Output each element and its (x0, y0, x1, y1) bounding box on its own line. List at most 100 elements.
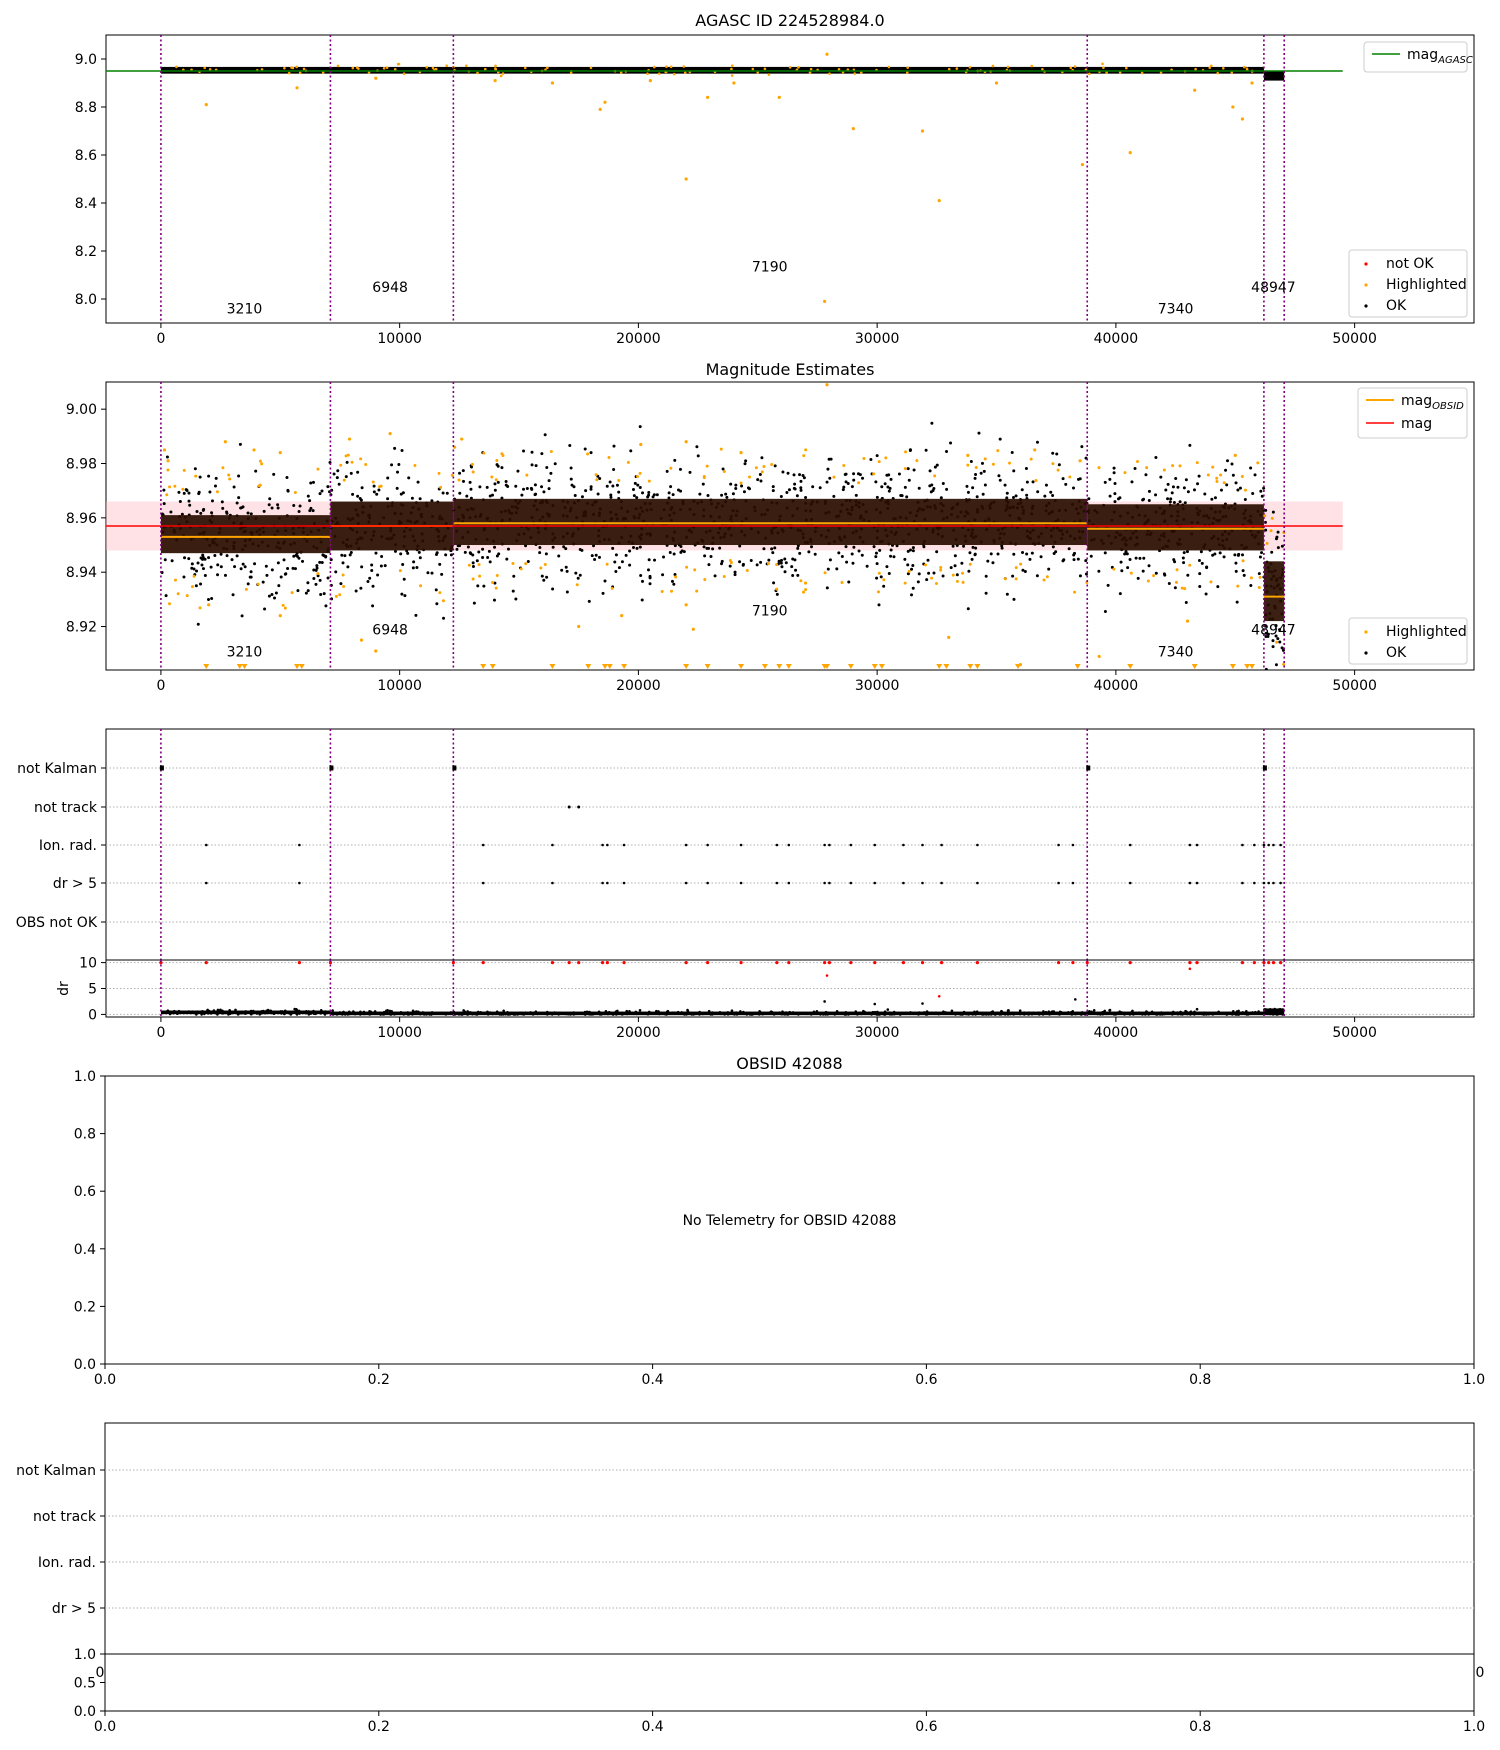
highlighted-point (665, 65, 668, 69)
highlighted-point (905, 71, 909, 74)
ok-point (493, 482, 497, 486)
ok-point (315, 566, 319, 570)
ok-point (207, 598, 211, 602)
ok-point (411, 1009, 415, 1013)
highlighted-point (1078, 459, 1082, 463)
ok-point (611, 484, 615, 488)
ok-point (720, 559, 724, 563)
ion-rad-mark (873, 843, 877, 847)
ok-point (1183, 501, 1187, 505)
highlighted-point (994, 81, 999, 85)
ok-point (673, 458, 677, 462)
highlighted-point (438, 591, 442, 595)
ok-point (196, 561, 200, 565)
legend-label-ok: OK (1386, 645, 1407, 661)
ok-point (1260, 551, 1264, 555)
x-tick-label: 0.6 (915, 1719, 937, 1735)
highlighted-point (961, 580, 965, 584)
ok-point (380, 555, 384, 559)
ok-point (272, 472, 276, 476)
ok-point (997, 474, 1001, 478)
highlighted-point (393, 68, 397, 71)
not-kalman-mark (452, 765, 457, 771)
highlighted-point (797, 66, 800, 69)
clipped-low-marker (871, 664, 878, 669)
highlighted-point (1014, 566, 1018, 570)
ok-point (312, 576, 316, 580)
x-tick-label: 10000 (377, 331, 422, 347)
ok-point (1200, 561, 1204, 565)
ok-point (401, 563, 405, 567)
clipped-low-marker (236, 664, 243, 669)
ok-point (185, 489, 189, 493)
ok-point (1203, 492, 1207, 496)
ok-point (210, 511, 214, 515)
x-tick-label: 40000 (1094, 678, 1139, 694)
ok-point (905, 495, 909, 499)
ok-point (1012, 469, 1016, 473)
highlighted-point (1180, 586, 1184, 590)
ok-point (640, 579, 644, 583)
ok-point (734, 487, 738, 491)
obsid-band (1263, 561, 1285, 622)
ok-point (210, 596, 214, 600)
ok-point (237, 496, 241, 500)
highlighted-point (476, 71, 479, 75)
ok-point (199, 556, 203, 560)
highlighted-point (1097, 466, 1101, 470)
ok-point (1044, 483, 1048, 487)
ok-point (341, 561, 345, 565)
ok-point (576, 576, 580, 580)
chart-title: OBSID 42088 (736, 1054, 842, 1073)
ok-point (335, 476, 339, 480)
highlighted-point (501, 72, 505, 75)
ok-point (493, 488, 497, 492)
ion-rad-mark (976, 843, 979, 847)
not-track-mark (577, 805, 581, 809)
ok-point (841, 488, 845, 492)
ok-point (930, 421, 934, 425)
highlighted-point (966, 463, 970, 467)
y-tick-label: 8.2 (75, 244, 97, 260)
highlighted-point (626, 460, 630, 464)
ok-point (851, 561, 855, 565)
ok-point (1076, 557, 1080, 561)
ok-point (1169, 497, 1173, 501)
ion-rad-mark (921, 843, 924, 847)
ok-point (1043, 494, 1047, 498)
ok-point (492, 598, 496, 602)
highlighted-point (1222, 481, 1226, 485)
panel-agasc-id: AGASC ID 224528984.0 3210 6948 7190 7340 4894… (75, 11, 1475, 347)
ok-point (835, 567, 839, 571)
highlighted-point (471, 470, 475, 474)
highlighted-point (775, 587, 779, 591)
ok-point (407, 476, 411, 480)
highlighted-point (947, 67, 951, 71)
ok-point (349, 551, 353, 555)
ion-rad-mark (606, 843, 609, 847)
ok-point (973, 553, 977, 557)
ok-point (534, 492, 538, 496)
dr-gt5-mark (1253, 881, 1256, 885)
ok-point (742, 490, 746, 494)
ok-point (522, 449, 526, 453)
highlighted-point (316, 467, 320, 471)
highlighted-point (290, 591, 294, 595)
ok-point (906, 467, 910, 471)
ok-point (397, 462, 401, 466)
highlighted-point (683, 71, 687, 74)
highlighted-point (1073, 65, 1077, 68)
not-ok-point (684, 960, 688, 965)
highlighted-point (1211, 465, 1215, 469)
ok-point (960, 561, 964, 565)
ok-point (966, 607, 970, 611)
ok-point (810, 545, 814, 549)
ok-point (572, 485, 576, 489)
ok-point (318, 560, 322, 564)
clipped-low-marker (967, 664, 974, 669)
chart-title: Magnitude Estimates (706, 360, 875, 379)
y-tick-label: 0.6 (74, 1184, 96, 1200)
highlighted-point (1014, 577, 1018, 581)
not-ok-point (739, 960, 743, 965)
ok-point (982, 469, 986, 473)
